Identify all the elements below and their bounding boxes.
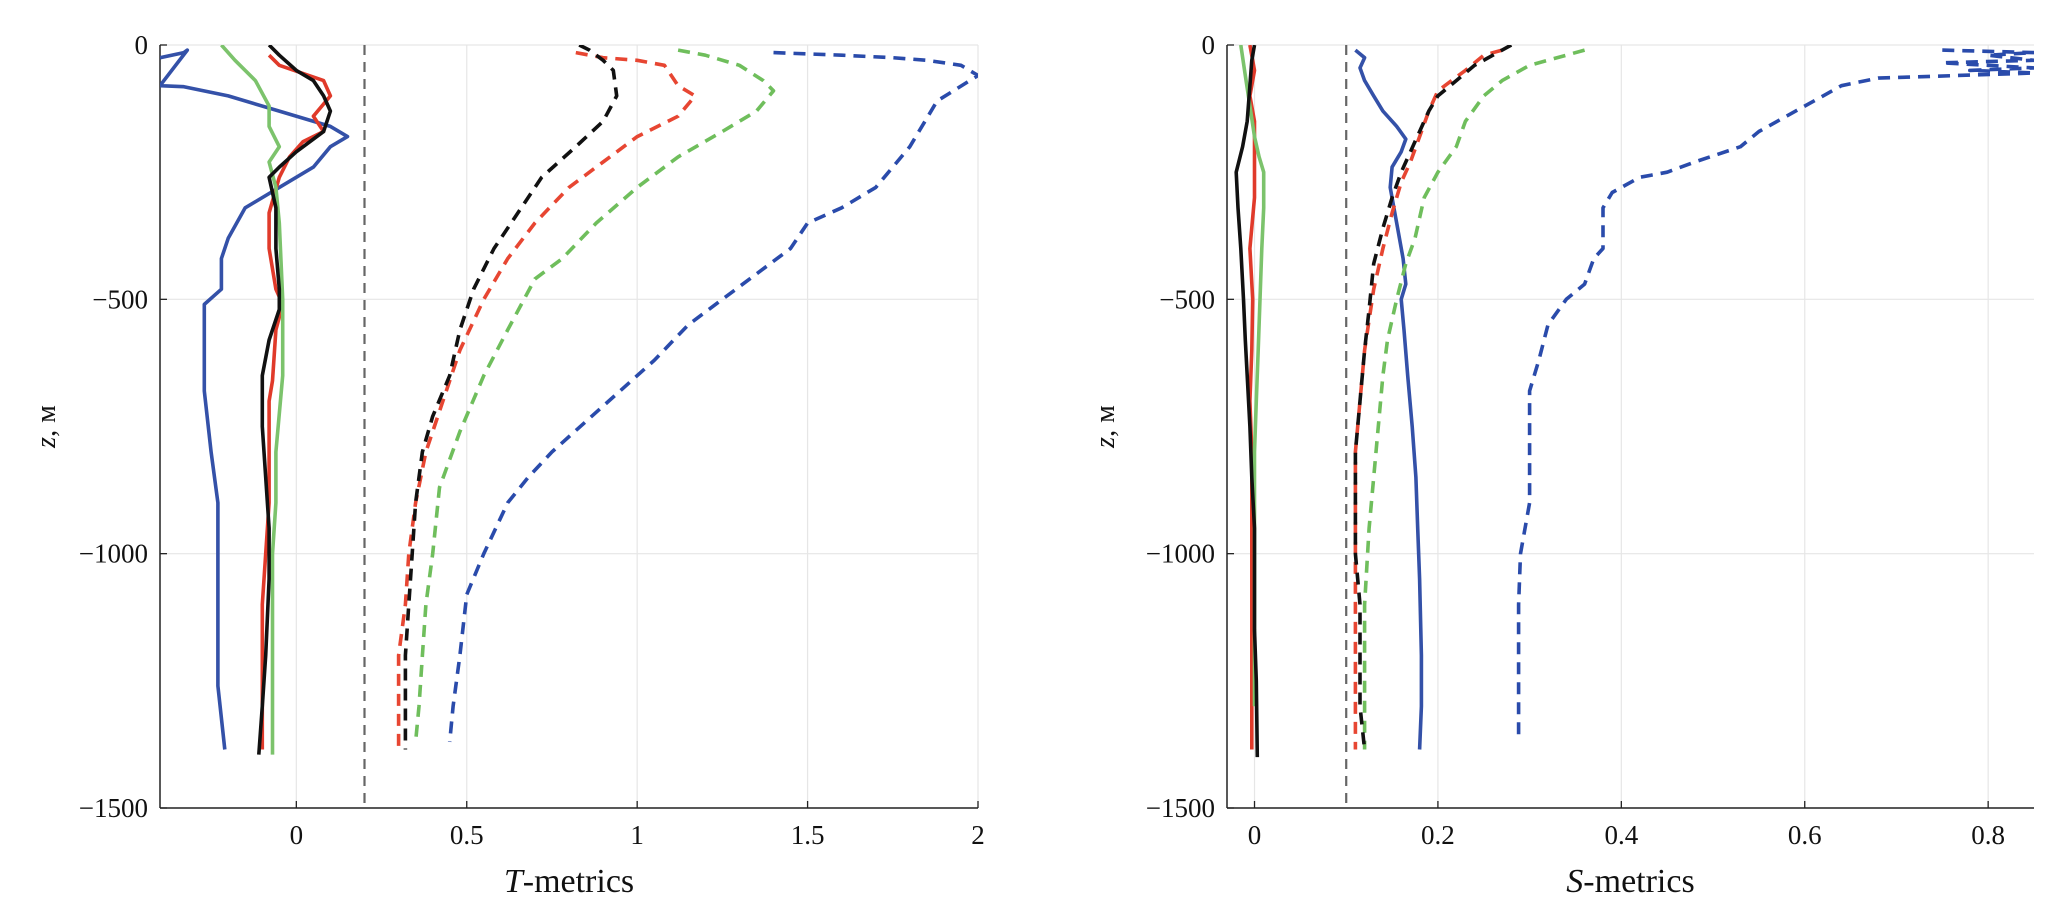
t-xtick-label: 2	[971, 820, 985, 850]
t-xtick-label: 1.5	[791, 820, 825, 850]
t-metrics-panel: 0 0.5 1 1.5 2 0 −500 −1000 −1500 T-metrics z, м	[31, 30, 985, 900]
s-xlabel-suffix: -metrics	[1583, 863, 1694, 900]
s-metrics-panel: 0 0.2 0.4 0.6 0.8 0 −500 −1000 −1500 S-metrics z, …	[1090, 30, 2034, 900]
t-xlabel-suffix: -metrics	[523, 863, 634, 900]
s-ytick-label: −500	[1159, 284, 1215, 314]
t-xtick-label: 0.5	[450, 820, 484, 850]
s-ylabel: z, м	[1090, 405, 1121, 449]
s-ytick-label: −1500	[1146, 793, 1215, 823]
t-series-2-solid	[260, 53, 333, 750]
t-series-5-dashed	[413, 48, 776, 743]
t-series-6-solid	[257, 45, 333, 755]
t-ytick-label: −1500	[79, 793, 148, 823]
t-series-4-solid	[220, 45, 285, 755]
t-ytick-label: −1000	[79, 539, 148, 569]
s-xtick-label: 0.6	[1788, 820, 1822, 850]
s-series-1-dashed	[1516, 48, 2034, 737]
t-series-3-dashed	[396, 50, 697, 747]
t-series-7-dashed	[403, 45, 619, 750]
t-ylabel: z, м	[31, 405, 62, 449]
s-ylabel-suffix: , м	[1090, 405, 1121, 437]
t-series-1-dashed	[447, 50, 978, 743]
t-ylabel-variable: z	[31, 437, 62, 449]
s-series-0-solid	[1354, 48, 1424, 750]
s-xtick-label: 0	[1248, 820, 1262, 850]
t-series-0-solid	[160, 48, 350, 750]
s-xtick-label: 0.4	[1604, 820, 1638, 850]
t-ytick-label: −500	[92, 284, 148, 314]
t-ytick-label: 0	[135, 30, 149, 60]
s-series-3-dashed	[1353, 48, 1503, 750]
t-xtick-label: 0	[290, 820, 304, 850]
t-ylabel-suffix: , м	[31, 405, 62, 437]
t-xlabel: T-metrics	[504, 863, 634, 900]
s-xlabel: S-metrics	[1566, 863, 1694, 900]
t-xtick-label: 1	[630, 820, 644, 850]
s-series-7-dashed	[1353, 45, 1513, 750]
s-ylabel-variable: z	[1090, 437, 1121, 449]
s-xtick-label: 0.8	[1971, 820, 2005, 850]
s-ytick-label: −1000	[1146, 539, 1215, 569]
s-ytick-label: 0	[1202, 30, 1216, 60]
s-xtick-label: 0.2	[1421, 820, 1455, 850]
s-series-6-solid	[1234, 45, 1260, 758]
s-xlabel-variable: S	[1566, 863, 1583, 900]
t-xlabel-variable: T	[504, 863, 525, 900]
s-series-2-solid	[1248, 45, 1257, 750]
s-series-5-dashed	[1362, 48, 1586, 750]
